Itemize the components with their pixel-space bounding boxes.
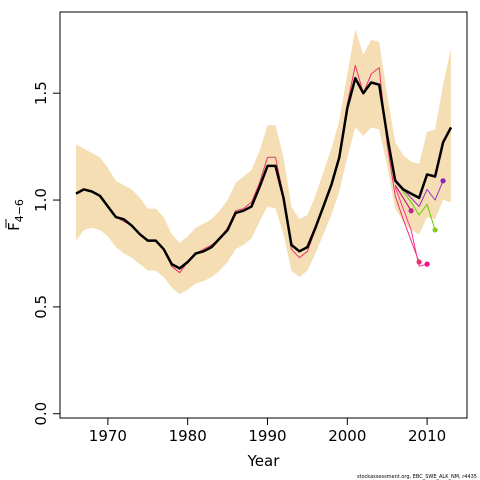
- x-tick-label-1970: 1970: [89, 427, 127, 445]
- x-tick-label-2010: 2010: [408, 427, 446, 445]
- y-tick-label-0: 0.0: [32, 402, 50, 426]
- confidence-band: [76, 29, 451, 295]
- series-endpoint-1: [416, 259, 422, 265]
- x-tick-label-1990: 1990: [248, 427, 286, 445]
- y-tick-label-1: 0.5: [32, 295, 50, 319]
- svg-text:F4−6: F4−6: [5, 199, 26, 231]
- series-endpoint-3: [408, 208, 414, 214]
- y-axis-title-subscript: 4−6: [13, 199, 26, 222]
- series-line-3: [394, 184, 412, 211]
- series-endpoint-5: [440, 178, 446, 184]
- series-endpoint-4: [432, 227, 438, 233]
- series-line-0: [75, 76, 453, 270]
- x-tick-label-2000: 2000: [328, 427, 366, 445]
- series-line-2: [394, 187, 428, 267]
- x-axis-title: Year: [247, 452, 281, 470]
- plot-frame: [59, 11, 468, 419]
- y-axis: 0.0 0.5 1.0 1.5: [32, 81, 60, 426]
- y-axis-title: F4−6: [5, 199, 26, 231]
- x-axis: 1970 1980 1990 2000 2010: [89, 418, 446, 445]
- series-layer: [75, 64, 453, 274]
- series-endpoint-2: [424, 261, 430, 267]
- y-axis-title-main: F: [5, 222, 23, 231]
- endpoint-layer: [408, 178, 446, 267]
- confidence-band-layer: [76, 29, 451, 295]
- y-tick-label-3: 1.5: [32, 81, 50, 105]
- y-tick-label-2: 1.0: [32, 188, 50, 212]
- x-tick-label-1980: 1980: [169, 427, 207, 445]
- footnote: stockassessment.org, EBC_SWE_ALK_NM, r44…: [357, 474, 477, 480]
